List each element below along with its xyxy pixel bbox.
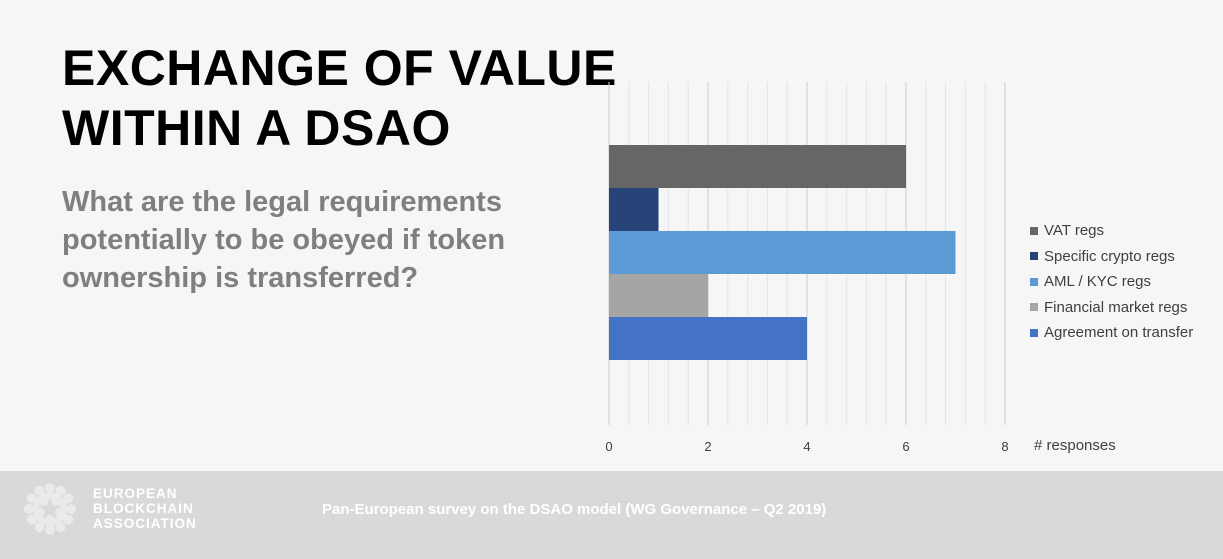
bar	[609, 317, 807, 360]
legend-item: VAT regs	[1030, 218, 1193, 244]
legend-item: Financial market regs	[1030, 295, 1193, 321]
chart-legend: VAT regs Specific crypto regs AML / KYC …	[1030, 218, 1193, 346]
org-line-1: EUROPEAN	[93, 486, 178, 501]
legend-label: Specific crypto regs	[1044, 247, 1175, 265]
legend-swatch	[1030, 328, 1038, 337]
x-tick-label: 8	[1001, 439, 1008, 454]
slide-title: EXCHANGE OF VALUE WITHIN A DSAO	[62, 38, 682, 158]
bar	[609, 188, 659, 231]
x-tick-label: 6	[902, 439, 909, 454]
star-logo-icon	[24, 483, 76, 535]
legend-label: VAT regs	[1044, 222, 1105, 240]
bar	[609, 231, 956, 274]
legend-swatch	[1030, 252, 1038, 261]
legend-label: Financial market regs	[1044, 298, 1188, 316]
legend-label: Agreement on transfer	[1044, 324, 1194, 342]
question-line-2: potentially to be obeyed if token	[62, 224, 506, 256]
x-tick-label: 2	[704, 439, 711, 454]
title-line-1: EXCHANGE OF VALUE	[62, 40, 617, 96]
legend-swatch	[1030, 226, 1038, 235]
title-line-2: WITHIN A DSAO	[62, 100, 451, 156]
legend-swatch	[1030, 303, 1038, 312]
x-tick-label: 0	[605, 439, 612, 454]
legend-label: AML / KYC regs	[1044, 273, 1151, 291]
bar-chart: 0 2 4 6 8	[605, 82, 1009, 454]
legend-item: Specific crypto regs	[1030, 244, 1193, 270]
bar	[609, 274, 708, 317]
x-axis-label: # responses	[1034, 437, 1116, 454]
legend-swatch	[1030, 277, 1038, 286]
legend-item: Agreement on transfer	[1030, 320, 1193, 346]
question-line-3: ownership is transferred?	[62, 262, 419, 294]
footer-caption: Pan-European survey on the DSAO model (W…	[322, 501, 827, 518]
legend-item: AML / KYC regs	[1030, 269, 1193, 295]
survey-question: What are the legal requirements potentia…	[62, 183, 582, 297]
org-line-2: BLOCKCHAIN	[93, 501, 194, 516]
org-line-3: ASSOCIATION	[93, 516, 197, 531]
organization-name: EUROPEAN BLOCKCHAIN ASSOCIATION	[93, 486, 197, 531]
footer: EUROPEAN BLOCKCHAIN ASSOCIATION Pan-Euro…	[0, 471, 1223, 559]
bar	[609, 145, 906, 188]
x-tick-label: 4	[803, 439, 810, 454]
question-line-1: What are the legal requirements	[62, 186, 502, 218]
